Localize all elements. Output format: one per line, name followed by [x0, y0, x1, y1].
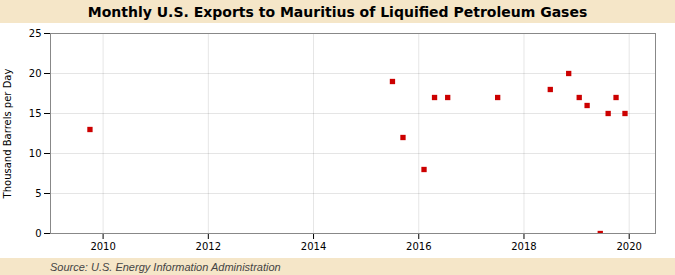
- svg-text:0: 0: [35, 228, 41, 239]
- html-text:Source: U.S. Energy Informatio: Source: U.S. Energy Information Administ…: [50, 261, 281, 273]
- svg-text:2018: 2018: [511, 241, 536, 252]
- svg-text:20: 20: [29, 68, 42, 79]
- svg-text:2012: 2012: [196, 241, 221, 252]
- svg-text:2010: 2010: [90, 241, 115, 252]
- svg-text:25: 25: [29, 28, 42, 39]
- svg-text:5: 5: [35, 188, 41, 199]
- html-text:Monthly U.S. Exports to Maurit: Monthly U.S. Exports to Mauritius of Liq…: [87, 4, 588, 20]
- svg-text:15: 15: [29, 108, 42, 119]
- svg-text:Thousand Barrels per Day: Thousand Barrels per Day: [2, 69, 13, 200]
- svg-text:2016: 2016: [406, 241, 431, 252]
- svg-text:2020: 2020: [616, 241, 641, 252]
- svg-text:2014: 2014: [301, 241, 326, 252]
- svg-text:10: 10: [29, 148, 42, 159]
